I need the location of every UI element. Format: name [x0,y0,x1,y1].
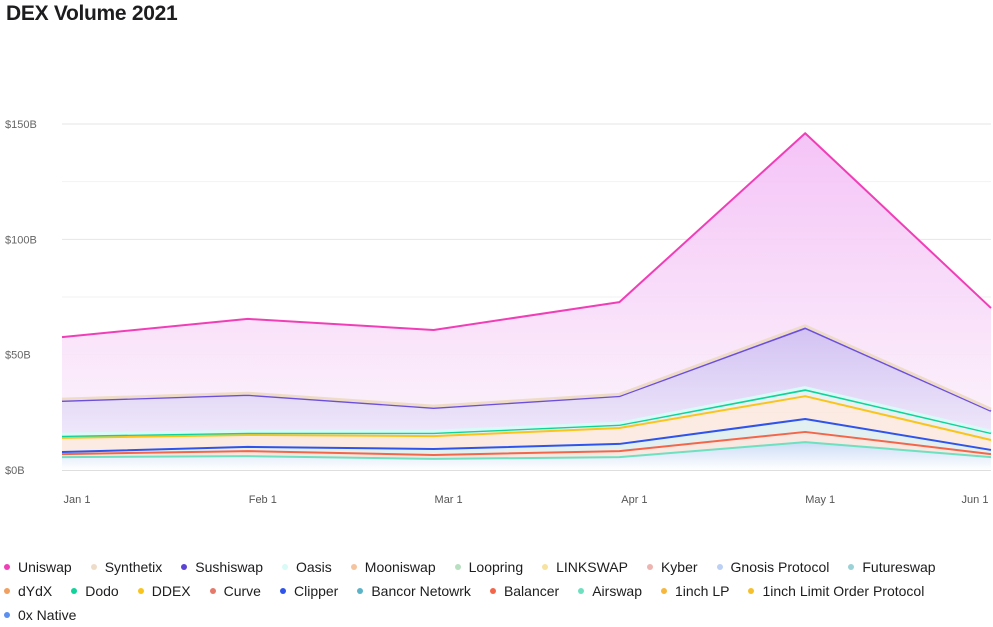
legend-item[interactable]: Oasis [282,558,332,576]
x-tick-label: Jan 1 [64,494,91,506]
legend-item[interactable]: 0x Native [4,606,76,624]
x-tick-label: Mar 1 [435,494,463,506]
legend-dot-icon [209,588,216,594]
legend-dot-icon [578,588,585,594]
line-clipper [61,418,992,454]
legend-dot-icon [181,564,188,570]
legend-label: Loopring [468,559,524,575]
legend-dot-icon [71,588,78,594]
legend-item[interactable]: Kyber [646,558,698,576]
legend-label: Balancer [503,583,560,599]
area-ddex [62,396,991,453]
x-tick-label: Apr 1 [621,494,647,506]
y-tick-label: $50B [5,350,31,362]
legend-label: 0x Native [18,607,77,623]
legend-dot-icon [90,564,97,570]
x-tick-label: May 1 [805,494,835,506]
legend-dot-icon [4,612,10,618]
legend-label: Uniswap [18,559,72,575]
stacked-area-chart: $0B $50B $100B $150B Jan 1 Feb 1 Mar 1 Apr 1 May… [5,119,992,506]
area-clipper [62,419,991,456]
legend-item[interactable]: Gnosis Protocol [716,558,830,576]
legend-item[interactable]: Clipper [279,582,339,600]
legend-label: Curve [223,583,261,599]
line-dodo [61,388,992,438]
legend-label: Dodo [85,583,119,599]
legend-label: 1inch Limit Order Protocol [762,583,925,599]
legend-item[interactable]: Curve [209,582,261,600]
legend-item[interactable]: DDEX [137,582,191,600]
legend-item[interactable]: Uniswap [4,558,72,576]
legend-dot-icon [4,564,10,570]
legend-item[interactable]: Balancer [489,582,560,600]
legend-label: Futureswap [862,559,936,575]
area-uniswap [62,133,991,410]
area-sushiswap [62,328,991,435]
legend-dot-icon [716,564,723,570]
legend: Uniswap Synthetix Sushiswap Oasis Mooniswap L… [4,558,993,624]
legend-dot-icon [279,588,286,594]
x-tick-label: Feb 1 [249,494,277,506]
legend-label: Kyber [660,559,698,575]
line-balancer [61,430,992,457]
legend-dot-icon [350,564,357,570]
line-sushiswap [61,327,992,412]
legend-item[interactable]: Sushiswap [181,558,263,576]
y-tick-label: $0B [5,465,25,477]
legend-label: Mooniswap [364,559,436,575]
legend-label: Sushiswap [195,559,263,575]
legend-dot-icon [357,588,364,594]
line-ddex [61,395,992,441]
legend-dot-icon [489,588,496,594]
chart-title: DEX Volume 2021 [6,2,178,25]
legend-label: dYdX [18,583,53,599]
line-airswap [61,441,992,460]
legend-dot-icon [4,588,10,594]
legend-dot-icon [748,588,755,594]
y-tick-label: $150B [5,119,37,131]
x-tick-label: Jun 1 [962,494,989,506]
legend-label: LINKSWAP [556,559,628,575]
legend-item[interactable]: Dodo [71,582,119,600]
line-oasis [61,386,992,436]
legend-dot-icon [646,564,653,570]
legend-item[interactable]: Futureswap [848,558,936,576]
legend-label: Bancor Netowrk [371,583,471,599]
y-tick-label: $100B [5,234,37,246]
legend-dot-icon [542,564,549,570]
legend-item[interactable]: 1inch LP [661,582,729,600]
legend-item[interactable]: Mooniswap [350,558,436,576]
legend-item[interactable]: Bancor Netowrk [357,582,471,600]
legend-item[interactable]: Loopring [454,558,524,576]
legend-dot-icon [454,564,461,570]
area-dodo [62,389,991,441]
legend-dot-icon [282,564,288,570]
area-airswap [62,442,991,470]
legend-label: DDEX [151,583,191,599]
legend-label: Clipper [293,583,339,599]
legend-label: Oasis [296,559,332,575]
legend-item[interactable]: Synthetix [90,558,163,576]
line-uniswap [61,132,992,339]
legend-item[interactable]: Airswap [578,582,642,600]
legend-dot-icon [661,588,667,594]
legend-label: Gnosis Protocol [730,559,830,575]
legend-label: 1inch LP [675,583,730,599]
legend-label: Synthetix [104,559,163,575]
legend-item[interactable]: dYdX [4,582,52,600]
legend-item[interactable]: 1inch Limit Order Protocol [748,582,924,600]
legend-label: Airswap [592,583,642,599]
legend-dot-icon [848,564,855,570]
legend-dot-icon [137,588,144,594]
line-synthetix [61,324,992,411]
legend-item[interactable]: LINKSWAP [542,558,628,576]
